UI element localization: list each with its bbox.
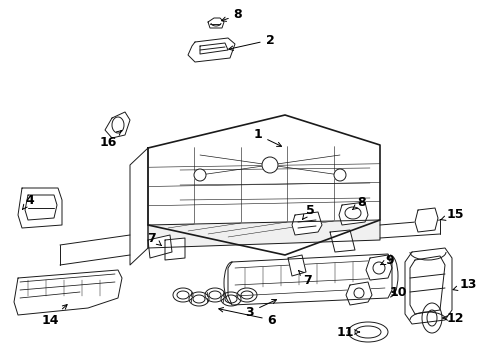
Text: 4: 4 xyxy=(22,194,34,209)
Circle shape xyxy=(262,157,278,173)
Circle shape xyxy=(194,169,205,181)
Polygon shape xyxy=(414,208,437,232)
Text: 8: 8 xyxy=(221,9,242,22)
Circle shape xyxy=(194,169,205,181)
Circle shape xyxy=(353,288,363,298)
Polygon shape xyxy=(130,148,148,265)
Text: 10: 10 xyxy=(388,285,406,298)
Circle shape xyxy=(353,288,363,298)
Text: 9: 9 xyxy=(380,253,393,266)
Polygon shape xyxy=(105,112,130,138)
Text: 16: 16 xyxy=(99,131,121,148)
Polygon shape xyxy=(207,18,224,28)
Text: 13: 13 xyxy=(452,279,476,292)
Circle shape xyxy=(372,262,384,274)
Text: 5: 5 xyxy=(302,203,314,219)
Text: 8: 8 xyxy=(352,195,366,210)
Circle shape xyxy=(262,157,278,173)
Polygon shape xyxy=(148,220,379,248)
Text: 3: 3 xyxy=(245,300,276,319)
Polygon shape xyxy=(164,238,184,260)
Circle shape xyxy=(333,169,346,181)
Polygon shape xyxy=(329,230,354,252)
Polygon shape xyxy=(14,270,122,315)
Text: 7: 7 xyxy=(147,231,161,246)
Polygon shape xyxy=(346,282,371,305)
Text: 14: 14 xyxy=(41,305,67,327)
Polygon shape xyxy=(338,202,367,225)
Polygon shape xyxy=(404,248,451,324)
Polygon shape xyxy=(148,235,172,258)
Circle shape xyxy=(372,262,384,274)
Text: 6: 6 xyxy=(218,307,276,327)
Text: 11: 11 xyxy=(336,325,359,338)
Polygon shape xyxy=(227,254,391,305)
Polygon shape xyxy=(287,255,305,276)
Polygon shape xyxy=(187,38,235,62)
Circle shape xyxy=(333,169,346,181)
Text: 15: 15 xyxy=(440,208,463,221)
Text: 7: 7 xyxy=(298,271,312,287)
Text: 12: 12 xyxy=(442,311,463,324)
Text: 2: 2 xyxy=(228,33,274,50)
Polygon shape xyxy=(291,212,321,235)
Polygon shape xyxy=(365,255,391,280)
Text: 1: 1 xyxy=(253,129,281,147)
Polygon shape xyxy=(18,188,62,228)
Polygon shape xyxy=(148,115,379,255)
